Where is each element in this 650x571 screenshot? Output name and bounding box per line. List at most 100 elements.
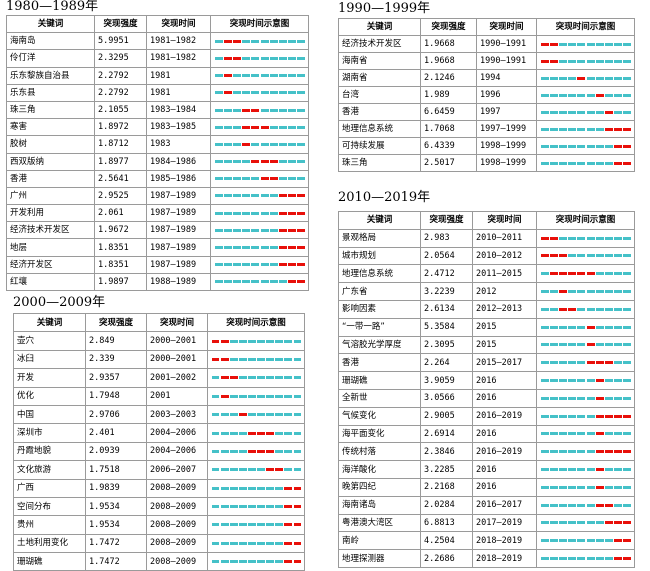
burst-timeline — [536, 120, 635, 138]
baseline-segment — [549, 450, 558, 454]
baseline-segment — [559, 414, 567, 418]
table-row: 优化 1.7948 2001 — [13, 386, 305, 406]
period-cell: 2003—2003 — [146, 404, 208, 425]
baseline-segment — [577, 485, 586, 489]
baseline-segment — [251, 74, 260, 78]
burst-timeline — [536, 317, 635, 337]
baseline-segment — [568, 59, 577, 63]
baseline-segment — [577, 127, 586, 131]
baseline-segment — [248, 505, 256, 509]
baseline-segment — [623, 236, 632, 240]
baseline-segment — [269, 74, 278, 78]
baseline-segment — [614, 290, 623, 294]
burst-segment — [260, 125, 269, 129]
period-cell: 2012 — [472, 282, 537, 301]
burst-timeline — [210, 186, 309, 206]
burst-timeline — [210, 49, 309, 68]
baseline-segment — [269, 280, 278, 284]
table-row: 文化旅游 1.7518 2006—2007 — [13, 460, 305, 480]
keyword-cell: 乐东黎族自治县 — [6, 66, 95, 85]
baseline-segment — [605, 76, 613, 80]
baseline-segment — [614, 254, 623, 258]
baseline-segment — [266, 560, 275, 564]
table-row: 传统村落 2.3846 2016—2019 — [338, 442, 635, 462]
burst-segment — [257, 431, 265, 435]
baseline-segment — [260, 74, 269, 78]
keyword-cell: 空间分布 — [13, 496, 86, 517]
baseline-segment — [284, 468, 293, 472]
table-row: 香港 2.264 2015—2017 — [338, 353, 635, 373]
baseline-segment — [595, 127, 604, 131]
baseline-segment — [214, 246, 223, 250]
burst-segment — [540, 236, 549, 240]
keyword-cell: 城市规划 — [338, 246, 421, 266]
baseline-segment — [214, 74, 223, 78]
period-cell: 2004—2006 — [146, 423, 208, 443]
header-row: 关键词 突现强度 突现时间 突现时间示意图 — [6, 14, 309, 34]
keyword-cell: 优化 — [13, 386, 86, 406]
baseline-segment — [614, 93, 623, 97]
baseline-segment — [248, 357, 256, 361]
baseline-segment — [214, 280, 223, 284]
strength-cell: 3.2285 — [420, 460, 473, 479]
burst-timeline — [536, 137, 635, 155]
period-cell: 2004—2006 — [146, 441, 208, 462]
burst-segment — [260, 160, 269, 164]
baseline-segment — [233, 142, 241, 146]
burst-segment — [595, 468, 604, 472]
period-cell: 2006—2007 — [146, 460, 208, 480]
baseline-segment — [260, 142, 269, 146]
baseline-segment — [269, 56, 278, 60]
burst-timeline — [536, 154, 635, 172]
baseline-segment — [549, 485, 558, 489]
baseline-segment — [559, 361, 567, 365]
baseline-segment — [614, 307, 623, 311]
strength-cell: 1.7472 — [85, 533, 147, 554]
baseline-segment — [229, 394, 238, 398]
baseline-segment — [269, 211, 278, 215]
baseline-segment — [297, 125, 306, 129]
baseline-segment — [577, 503, 586, 507]
baseline-segment — [605, 93, 613, 97]
baseline-segment — [549, 396, 558, 400]
strength-cell: 2.0284 — [420, 495, 473, 515]
burst-segment — [284, 486, 293, 490]
period-cell: 1981 — [146, 66, 211, 85]
baseline-segment — [623, 503, 632, 507]
baseline-segment — [251, 39, 260, 43]
baseline-segment — [586, 557, 595, 561]
table-row: 中国 2.9706 2003—2003 — [13, 404, 305, 425]
burst-segment — [595, 93, 604, 97]
period-cell: 2016—2019 — [472, 442, 537, 462]
period-cell: 2016 — [472, 388, 537, 408]
baseline-segment — [577, 539, 586, 543]
baseline-segment — [288, 108, 297, 112]
baseline-segment — [568, 557, 577, 561]
table-row: 经济技术开发区 1.9672 1987—1989 — [6, 221, 309, 240]
burst-timeline — [210, 83, 309, 102]
keyword-cell: 海南省 — [338, 52, 421, 70]
baseline-segment — [288, 39, 297, 43]
baseline-segment — [233, 108, 241, 112]
strength-cell: 1.7472 — [85, 552, 147, 571]
table-row: 珠三角 2.5017 1998—1999 — [338, 154, 635, 172]
header-row: 关键词 突现强度 突现时间 突现时间示意图 — [338, 211, 635, 230]
burst-segment — [614, 144, 623, 148]
period-cell: 2016 — [472, 371, 537, 390]
burst-segment — [623, 414, 632, 418]
baseline-segment — [623, 272, 632, 276]
period-cell: 2010—2011 — [472, 228, 537, 248]
baseline-segment — [614, 236, 623, 240]
baseline-segment — [284, 339, 293, 343]
period-cell: 2016 — [472, 477, 537, 497]
burst-segment — [266, 431, 275, 435]
burst-segment — [297, 246, 306, 250]
baseline-segment — [549, 325, 558, 329]
baseline-segment — [242, 246, 251, 250]
baseline-segment — [248, 468, 256, 472]
period-cell: 1990—1991 — [476, 35, 537, 53]
baseline-segment — [559, 93, 567, 97]
baseline-segment — [233, 211, 241, 215]
baseline-segment — [568, 325, 577, 329]
burst-segment — [223, 56, 232, 60]
